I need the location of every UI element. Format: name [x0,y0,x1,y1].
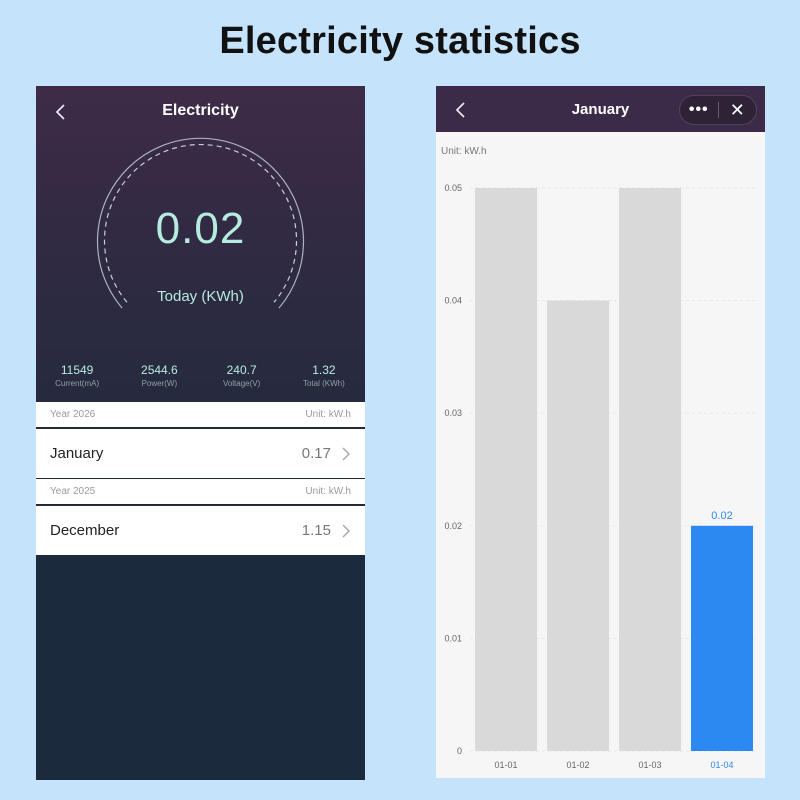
stat-current: 11549 Current(mA) [36,363,118,393]
chart-unit-label: Unit: kW.h [441,146,487,157]
today-energy-label: Today (KWh) [157,288,244,305]
year-label: Year 2025 [50,486,96,497]
bar-chart: 0 0.01 0.02 0.03 0.04 0.05 01-01 01-02 01-03 01-0… [444,183,758,770]
year-header-2025: Year 2025 Unit: kW.h [36,479,365,504]
back-arrow-icon[interactable] [50,100,72,124]
year-header-2026: Year 2026 Unit: kW.h [36,402,365,427]
month-row-december[interactable]: December 1.15 [36,505,365,555]
stat-value: 2544.6 [141,363,178,377]
chart-nav-bar: January ••• ✕ [436,86,765,132]
bar-01-04[interactable] [691,525,753,751]
page-title: Electricity statistics [219,20,581,62]
close-icon[interactable]: ✕ [729,99,745,120]
stat-total: 1.32 Total (KWh) [283,363,365,393]
y-tick-label: 0.05 [444,183,462,193]
stat-label: Total (KWh) [302,379,345,388]
more-icon[interactable]: ••• [688,101,709,118]
month-value: 1.15 [301,522,331,539]
stat-power: 2544.6 Power(W) [118,363,200,393]
unit-label: Unit: kW.h [305,409,351,420]
x-tick-label: 01-01 [494,760,517,770]
chevron-right-icon [342,446,351,461]
x-tick-label: 01-04 [710,760,733,770]
y-tick-label: 0.01 [444,633,462,643]
month-value: 0.17 [301,445,331,462]
month-row-january[interactable]: January 0.17 [36,428,365,478]
y-tick-label: 0 [457,746,462,756]
month-name: December [50,522,120,539]
stat-label: Voltage(V) [222,379,261,388]
chevron-right-icon [342,523,351,538]
unit-label: Unit: kW.h [305,486,351,497]
y-tick-label: 0.02 [444,521,462,531]
year-label: Year 2026 [50,409,96,420]
back-arrow-icon[interactable] [450,98,472,122]
electricity-screen: Electricity 0.02 Today (KWh) 11549 Curre… [36,86,365,780]
bar-01-03[interactable] [619,188,681,751]
x-tick-label: 01-02 [566,760,589,770]
electricity-header-panel: Electricity 0.02 Today (KWh) 11549 Curre… [36,86,365,402]
bar-01-02[interactable] [547,300,609,751]
nav-title: Electricity [162,102,239,119]
capsule-divider [717,102,719,118]
x-tick-label: 01-03 [638,760,661,770]
y-tick-label: 0.03 [444,408,462,418]
nav-title: January [571,101,630,118]
january-chart-screen: January ••• ✕ Unit: kW.h 0 0.01 0.02 0.03 0.… [436,86,765,778]
month-name: January [50,445,104,462]
gauge-arc-icon [96,137,305,309]
stat-value: 1.32 [312,363,336,377]
stat-label: Current(mA) [55,379,100,388]
miniapp-capsule: ••• ✕ [679,95,757,125]
stat-label: Power(W) [141,379,178,388]
stat-value: 240.7 [226,363,257,377]
stat-value: 11549 [60,363,94,377]
y-tick-label: 0.04 [444,296,462,306]
bar-01-01[interactable] [475,188,537,751]
data-label: 0.02 [711,510,732,522]
today-energy-value: 0.02 [155,204,246,253]
stats-row: 11549 Current(mA) 2544.6 Power(W) 240.7 … [36,363,365,393]
stat-voltage: 240.7 Voltage(V) [201,363,283,393]
